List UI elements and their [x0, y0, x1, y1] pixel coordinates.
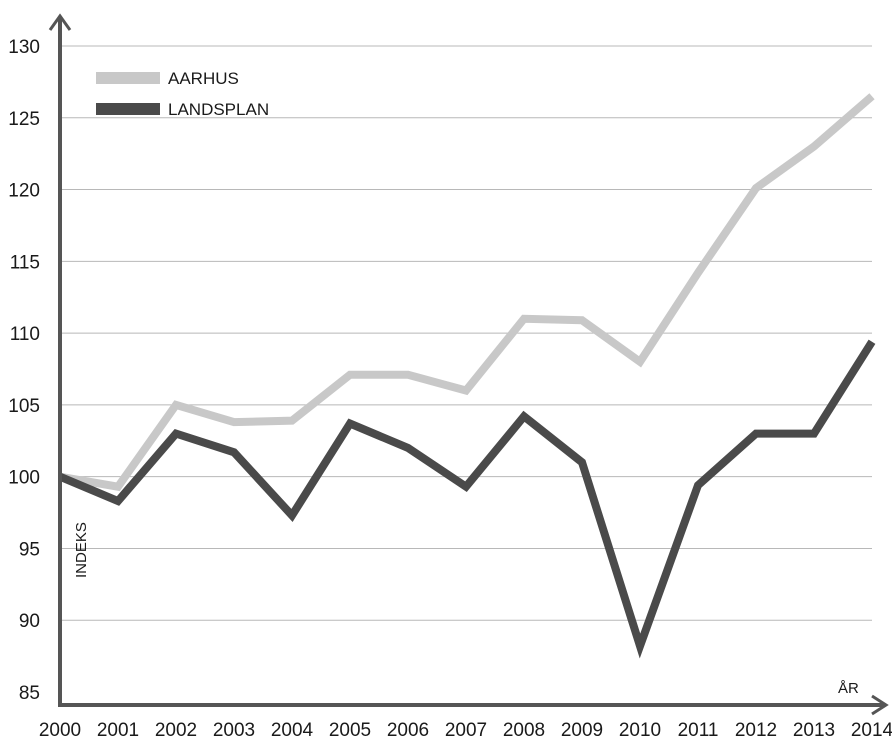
series-line-aarhus: [59, 93, 875, 492]
y-axis-arrow-icon: [48, 13, 72, 31]
x-tick-labels: 2000 2001 2002 2003 2004 2005 2006 2007 2008 2009…: [39, 720, 892, 741]
y-tick-label: 90: [19, 611, 40, 632]
y-axis-label: INDEKS: [73, 522, 90, 578]
series-lines: [58, 93, 876, 659]
x-tick-label: 2010: [619, 720, 661, 741]
y-tick-label: 85: [19, 683, 40, 704]
legend-swatch: [96, 103, 160, 115]
x-tick-label: 2001: [97, 720, 139, 741]
x-tick-label: 2005: [329, 720, 371, 741]
y-tick-label: 95: [19, 539, 40, 560]
x-tick-label: 2006: [387, 720, 429, 741]
x-tick-label: 2002: [155, 720, 197, 741]
legend: AARHUS LANDSPLAN: [96, 69, 269, 119]
legend-label: LANDSPLAN: [168, 100, 269, 119]
x-tick-label: 2007: [445, 720, 487, 741]
y-tick-label: 130: [8, 37, 40, 58]
legend-swatch: [96, 72, 160, 84]
y-tick-label: 125: [8, 109, 40, 130]
x-tick-label: 2009: [561, 720, 603, 741]
y-tick-label: 100: [8, 468, 40, 489]
x-tick-label: 2000: [39, 720, 81, 741]
x-axis-arrow-icon: [871, 694, 889, 716]
series-line-landsplan: [58, 339, 876, 659]
y-tick-label: 105: [8, 396, 40, 417]
y-tick-label: 110: [10, 324, 40, 345]
legend-label: AARHUS: [168, 69, 239, 88]
gridlines: [62, 45, 872, 621]
axes: [48, 13, 889, 716]
x-tick-label: 2013: [793, 720, 835, 741]
x-tick-label: 2008: [503, 720, 545, 741]
y-tick-label: 120: [8, 181, 40, 202]
x-tick-label: 2012: [735, 720, 777, 741]
y-tick-labels: 85 90 95 100 105 110 115 120 125 130: [8, 37, 40, 704]
x-tick-label: 2003: [213, 720, 255, 741]
x-tick-label: 2004: [271, 720, 314, 741]
x-tick-label: 2014: [851, 720, 892, 741]
y-tick-label: 115: [10, 252, 40, 273]
x-tick-label: 2011: [678, 720, 719, 741]
x-axis-label: ÅR: [838, 680, 859, 697]
